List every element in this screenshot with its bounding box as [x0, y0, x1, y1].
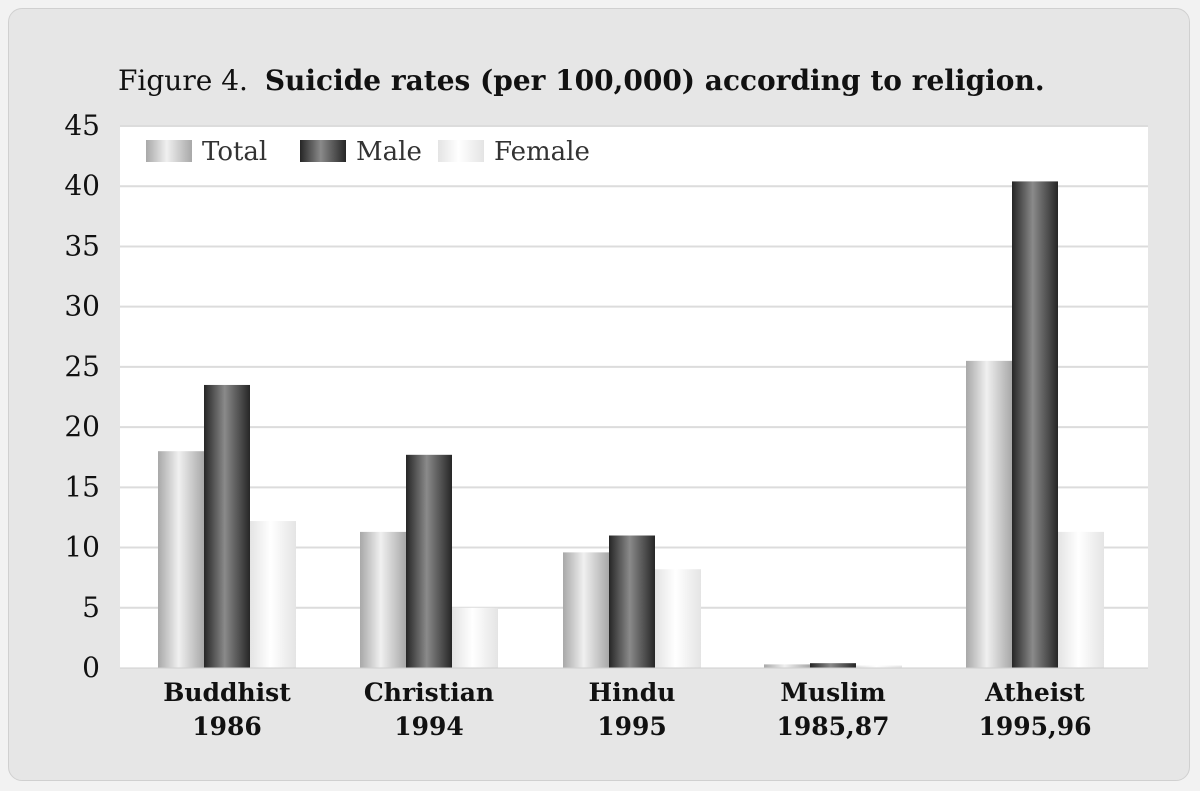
x-label-year-christian: 1994 — [394, 712, 464, 741]
legend-swatch-total — [146, 140, 192, 162]
legend-label-male: Male — [356, 137, 422, 167]
y-tick-label: 40 — [64, 169, 100, 202]
chart-title-prefix: Figure 4. — [118, 64, 248, 97]
legend-swatch-female — [438, 140, 484, 162]
y-tick-label: 15 — [64, 470, 100, 503]
bar-total-buddhist — [158, 451, 204, 668]
y-axis-ticks: 0 5 10 15 20 25 30 35 40 45 — [64, 109, 100, 684]
bar-female-muslim — [856, 665, 902, 668]
y-tick-label: 30 — [64, 290, 100, 323]
x-label-muslim: Muslim — [780, 678, 885, 707]
bar-male-buddhist — [204, 384, 250, 668]
y-tick-label: 45 — [64, 109, 100, 142]
y-tick-label: 0 — [82, 651, 100, 684]
bar-female-hindu — [655, 569, 701, 668]
chart-title: Figure 4. Suicide rates (per 100,000) ac… — [118, 64, 1045, 97]
bar-total-atheist — [966, 360, 1012, 668]
x-label-atheist: Atheist — [984, 678, 1085, 707]
legend-swatch-male — [300, 140, 346, 162]
y-tick-label: 5 — [82, 591, 100, 624]
legend: Total Male Female — [146, 137, 590, 167]
x-label-christian: Christian — [364, 678, 494, 707]
chart-title-main: Suicide rates (per 100,000) according to… — [265, 64, 1045, 97]
legend-label-total: Total — [202, 137, 267, 167]
bar-total-christian — [360, 531, 406, 668]
x-label-year-muslim: 1985,87 — [776, 712, 889, 741]
bar-total-muslim — [764, 664, 810, 668]
x-label-year-buddhist: 1986 — [192, 712, 262, 741]
bar-female-buddhist — [250, 521, 296, 668]
x-label-year-atheist: 1995,96 — [978, 712, 1091, 741]
bar-male-atheist — [1012, 181, 1058, 668]
bar-total-hindu — [563, 552, 609, 668]
y-tick-label: 20 — [64, 410, 100, 443]
x-axis-labels: Buddhist 1986 Christian 1994 Hindu 1995 Muslim… — [163, 678, 1091, 741]
bar-male-hindu — [609, 535, 655, 668]
bar-male-muslim — [810, 663, 856, 668]
x-label-year-hindu: 1995 — [597, 712, 667, 741]
y-tick-label: 25 — [64, 350, 100, 383]
bar-female-atheist — [1058, 531, 1104, 668]
y-tick-label: 35 — [64, 229, 100, 262]
legend-label-female: Female — [494, 137, 590, 167]
bars — [158, 181, 1104, 668]
y-tick-label: 10 — [64, 531, 100, 564]
x-label-buddhist: Buddhist — [163, 678, 291, 707]
bar-male-christian — [406, 454, 452, 668]
bar-female-christian — [452, 607, 498, 668]
x-label-hindu: Hindu — [589, 678, 676, 707]
